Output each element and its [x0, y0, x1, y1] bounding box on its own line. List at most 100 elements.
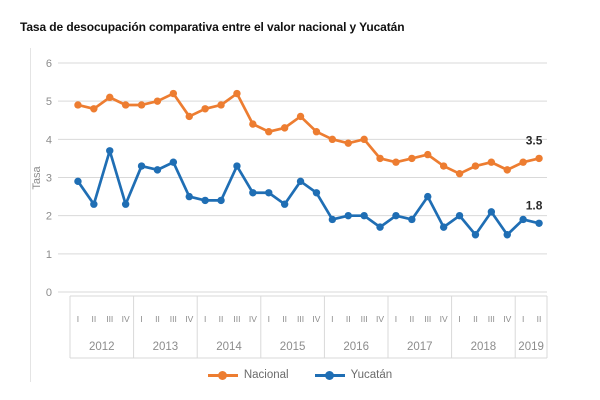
- data-point-yucatan: [201, 196, 209, 205]
- year-label-2015: 2015: [280, 341, 306, 353]
- data-point-nacional: [217, 101, 225, 109]
- data-point-nacional: [312, 128, 321, 136]
- quarter-tick-label: III: [170, 314, 177, 324]
- data-point-yucatan: [121, 200, 130, 208]
- quarter-tick-label: I: [458, 314, 460, 324]
- data-point-yucatan: [487, 208, 496, 216]
- quarter-tick-label: III: [488, 314, 495, 324]
- y-tick-label-3: 3: [46, 173, 52, 185]
- data-point-yucatan: [344, 211, 352, 220]
- quarter-tick-label: III: [233, 314, 240, 324]
- data-point-nacional: [106, 93, 114, 102]
- data-point-nacional: [153, 97, 162, 105]
- data-point-yucatan: [455, 211, 464, 220]
- legend-label-nacional: Nacional: [243, 369, 289, 381]
- yucatan-line-dot-icon: [314, 370, 345, 380]
- data-point-yucatan: [217, 196, 225, 205]
- quarter-tick-label: IV: [376, 314, 384, 324]
- data-point-nacional: [376, 154, 384, 163]
- data-point-nacional: [344, 139, 352, 147]
- quarter-tick-label: I: [77, 314, 79, 324]
- year-label-2013: 2013: [153, 341, 179, 353]
- quarter-tick-label: II: [409, 314, 414, 324]
- data-point-yucatan: [185, 192, 193, 201]
- data-point-nacional: [201, 105, 209, 113]
- year-label-2012: 2012: [89, 341, 115, 353]
- end-value-label-nacional: 3.5: [526, 133, 543, 147]
- quarter-tick-label: II: [346, 314, 351, 324]
- data-point-yucatan: [312, 189, 321, 197]
- data-point-nacional: [137, 101, 146, 109]
- data-point-yucatan: [439, 223, 448, 231]
- data-point-nacional: [424, 150, 432, 159]
- data-point-nacional: [233, 89, 241, 98]
- quarter-tick-label: I: [522, 314, 524, 324]
- data-point-nacional: [519, 158, 527, 166]
- data-point-nacional: [392, 158, 400, 166]
- quarter-tick-label: II: [282, 314, 287, 324]
- data-point-nacional: [328, 135, 337, 144]
- data-point-nacional: [487, 158, 496, 166]
- nacional-line-dot-icon: [207, 370, 238, 380]
- data-point-yucatan: [169, 158, 178, 166]
- data-point-nacional: [74, 101, 82, 109]
- legend-item-nacional: Nacional: [207, 369, 289, 381]
- legend-label-yucatan: Yucatán: [350, 369, 393, 381]
- quarter-tick-label: IV: [185, 314, 193, 324]
- quarter-tick-label: IV: [312, 314, 320, 324]
- quarter-tick-label: I: [395, 314, 397, 324]
- year-label-2018: 2018: [471, 341, 497, 353]
- data-point-nacional: [503, 166, 511, 174]
- data-point-yucatan: [249, 189, 257, 197]
- quarter-tick-label: III: [106, 314, 113, 324]
- quarter-tick-label: IV: [503, 314, 511, 324]
- data-point-nacional: [535, 154, 543, 163]
- data-point-nacional: [471, 162, 480, 170]
- legend-item-yucatan: Yucatán: [314, 369, 393, 381]
- data-point-nacional: [90, 105, 98, 113]
- quarter-tick-label: I: [268, 314, 270, 324]
- quarter-tick-label: I: [204, 314, 206, 324]
- y-tick-label-4: 4: [46, 134, 52, 146]
- data-point-yucatan: [503, 231, 511, 239]
- quarter-tick-label: II: [155, 314, 160, 324]
- quarter-tick-label: III: [361, 314, 368, 324]
- data-point-yucatan: [233, 162, 241, 170]
- data-point-nacional: [455, 169, 464, 178]
- end-value-label-yucatan: 1.8: [526, 198, 543, 212]
- y-tick-label-2: 2: [46, 211, 52, 223]
- quarter-tick-label: II: [537, 314, 542, 324]
- year-label-2014: 2014: [216, 341, 242, 353]
- quarter-tick-label: III: [424, 314, 431, 324]
- data-point-nacional: [360, 135, 368, 144]
- quarter-tick-label: IV: [440, 314, 448, 324]
- data-point-yucatan: [296, 177, 305, 186]
- data-point-nacional: [249, 120, 257, 128]
- data-point-nacional: [439, 162, 448, 170]
- series-line-yucatan: [76, 149, 541, 237]
- data-point-nacional: [265, 128, 273, 136]
- data-point-nacional: [169, 89, 178, 98]
- year-label-2019: 2019: [518, 341, 544, 353]
- data-point-yucatan: [137, 162, 146, 170]
- quarter-tick-label: IV: [122, 314, 130, 324]
- data-point-yucatan: [408, 215, 416, 224]
- data-point-yucatan: [74, 177, 82, 186]
- quarter-tick-label: II: [219, 314, 224, 324]
- chart-title: Tasa de desocupación comparativa entre e…: [20, 20, 405, 34]
- y-tick-label-1: 1: [46, 249, 52, 261]
- data-point-yucatan: [106, 147, 114, 155]
- data-point-yucatan: [280, 200, 289, 208]
- data-point-yucatan: [376, 223, 384, 231]
- quarter-tick-label: I: [140, 314, 142, 324]
- quarter-tick-label: II: [91, 314, 96, 324]
- y-tick-label-5: 5: [46, 96, 52, 108]
- data-point-nacional: [296, 112, 305, 121]
- data-point-yucatan: [392, 211, 400, 220]
- data-point-yucatan: [535, 219, 543, 227]
- data-point-yucatan: [519, 215, 527, 224]
- year-label-2016: 2016: [343, 341, 369, 353]
- data-point-nacional: [121, 101, 130, 109]
- data-point-yucatan: [424, 192, 432, 201]
